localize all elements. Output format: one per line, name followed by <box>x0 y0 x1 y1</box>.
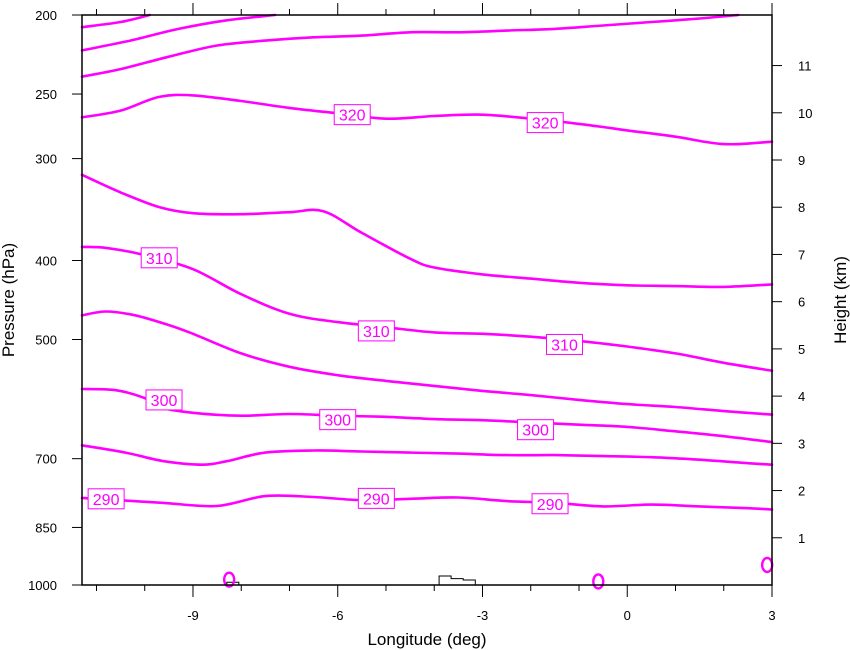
isentrope-line <box>80 173 774 289</box>
x-tick-label: -6 <box>332 608 344 623</box>
x-tick-label: 0 <box>624 608 631 623</box>
contour-label-box <box>526 112 564 134</box>
contour-label-box <box>531 493 569 515</box>
y2-tick-label: 4 <box>798 389 805 404</box>
y-tick-label: 700 <box>35 452 57 467</box>
contour-label-box <box>357 487 395 509</box>
y2-tick-label: 6 <box>798 295 805 310</box>
contour-blob <box>222 571 236 588</box>
contour-label-box <box>546 333 584 355</box>
y2-tick-label: 9 <box>798 153 805 168</box>
contour-label: 290 <box>363 491 390 508</box>
contour-blob <box>760 556 774 574</box>
contour-label-box <box>333 104 371 126</box>
contour-label: 310 <box>551 337 578 354</box>
y2-tick-label: 3 <box>798 436 805 451</box>
y-tick-label: 300 <box>35 152 57 167</box>
contour-label-box <box>357 320 395 342</box>
contour-label-box <box>87 488 125 510</box>
contour-label: 290 <box>93 492 120 509</box>
isentrope-line <box>80 444 774 466</box>
isentrope-line <box>80 494 774 511</box>
contour-label: 300 <box>151 393 178 410</box>
x-axis-title: Longitude (deg) <box>367 630 486 649</box>
isentrope-lines <box>80 13 774 590</box>
y-tick-label: 400 <box>35 253 57 268</box>
terrain-layer <box>226 575 476 585</box>
y2-tick-label: 10 <box>798 106 812 121</box>
y2-tick-label: 11 <box>798 59 812 74</box>
x-tick-label: -9 <box>187 608 199 623</box>
x-tick-label: -3 <box>477 608 489 623</box>
contour-label: 300 <box>324 413 351 430</box>
y-tick-label: 250 <box>35 87 57 102</box>
isentrope-line <box>80 387 774 444</box>
terrain-outline <box>438 575 476 585</box>
contour-label-box <box>319 409 357 431</box>
isentrope-line <box>80 310 774 416</box>
axes: -9 -6 -3 0 3 200 250 300 400 500 700 850 1000 1 2 3 4 5 6 7… <box>28 3 812 623</box>
isentrope-line <box>80 13 277 52</box>
y2-tick-label: 1 <box>798 531 805 546</box>
y-tick-label: 1000 <box>28 578 57 593</box>
y2-axis-title: Height (km) <box>831 256 850 344</box>
y-tick-label: 850 <box>35 520 57 535</box>
y2-tick-label: 5 <box>798 342 805 357</box>
plot-frame <box>81 14 773 586</box>
y-tick-label: 200 <box>35 8 57 23</box>
contour-label: 320 <box>339 108 366 125</box>
contour-label: 310 <box>363 324 390 341</box>
isentrope-line <box>80 13 740 78</box>
contour-label: 320 <box>532 116 559 133</box>
y-axis-title: Pressure (hPa) <box>0 243 18 357</box>
contour-label: 310 <box>146 251 173 268</box>
contour-label-box <box>140 247 178 269</box>
contour-labels: 290 290 290 300 300 300 310 310 310 320 320 <box>87 104 584 515</box>
y2-tick-label: 7 <box>798 247 805 262</box>
y2-tick-label: 8 <box>798 200 805 215</box>
contour-label: 300 <box>522 423 549 440</box>
y-tick-label: 500 <box>35 333 57 348</box>
x-tick-label: 3 <box>768 608 775 623</box>
isentrope-line <box>80 13 151 29</box>
isentrope-line <box>80 93 774 146</box>
contour-blob <box>592 573 605 590</box>
contour-label: 290 <box>537 497 564 514</box>
y2-tick-label: 2 <box>798 484 805 499</box>
contour-label-box <box>145 389 183 411</box>
contour-label-box <box>517 419 555 441</box>
